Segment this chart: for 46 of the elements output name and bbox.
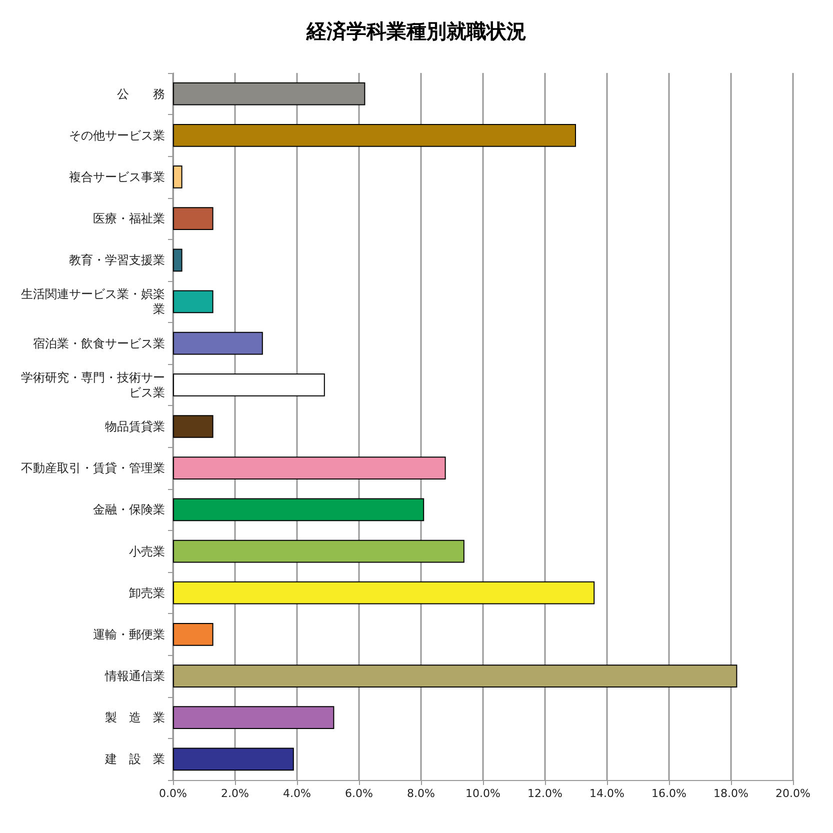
x-tick-label: 10.0%	[466, 787, 500, 800]
y-tick-label: 物品賃貸業	[105, 420, 165, 434]
bar	[173, 498, 424, 522]
bar	[173, 248, 182, 272]
y-tick-label: 複合サービス事業	[69, 170, 165, 184]
bar	[173, 207, 214, 230]
y-tick-label: 情報通信業	[104, 669, 165, 684]
y-tick-label: 建 設 業	[104, 752, 165, 766]
x-tick-label: 0.0%	[159, 787, 187, 800]
y-tick-label: 公 務	[117, 86, 165, 101]
x-tick-label: 16.0%	[652, 787, 686, 800]
y-tick-label: 製 造 業	[105, 710, 165, 725]
bar	[173, 706, 334, 730]
bar	[173, 332, 263, 355]
x-tick-label: 12.0%	[528, 787, 562, 800]
bar	[173, 748, 294, 771]
bar	[173, 166, 182, 188]
x-tick-label: 20.0%	[776, 787, 810, 800]
x-tick-label: 14.0%	[590, 787, 624, 800]
y-tick-label: 教育・学習支援業	[69, 253, 165, 268]
bar	[173, 373, 325, 396]
bar	[173, 623, 214, 646]
x-tick-label: 2.0%	[221, 787, 249, 800]
x-tick-label: 4.0%	[283, 787, 311, 800]
bar	[173, 82, 366, 106]
y-tick-label: 運輸・郵便業	[93, 627, 165, 642]
chart-title: 経済学科業種別就職状況	[306, 19, 526, 43]
bar	[173, 540, 464, 563]
bar	[173, 456, 446, 480]
bar	[173, 415, 214, 438]
x-tick-label: 8.0%	[407, 787, 435, 800]
bar	[173, 290, 214, 314]
y-tick-label: 金融・保険業	[93, 502, 165, 517]
y-tick-label: 小売業	[129, 544, 165, 558]
bar	[173, 664, 738, 688]
y-tick-label: 医療・福祉業	[93, 212, 165, 226]
x-tick-label: 6.0%	[345, 787, 373, 800]
y-tick-label: 学術研究・専門・技術サービス業	[21, 370, 165, 400]
bar	[173, 124, 576, 147]
bar	[173, 581, 595, 604]
x-tick-label: 18.0%	[714, 787, 748, 800]
y-tick-label: その他サービス業	[69, 128, 165, 142]
y-tick-label: 宿泊業・飲食サービス業	[33, 336, 165, 350]
y-tick-label: 生活関連サービス業・娯楽業	[21, 287, 165, 316]
y-tick-label: 卸売業	[129, 586, 165, 600]
y-tick-label: 不動産取引・賃貸・管理業	[21, 461, 165, 476]
